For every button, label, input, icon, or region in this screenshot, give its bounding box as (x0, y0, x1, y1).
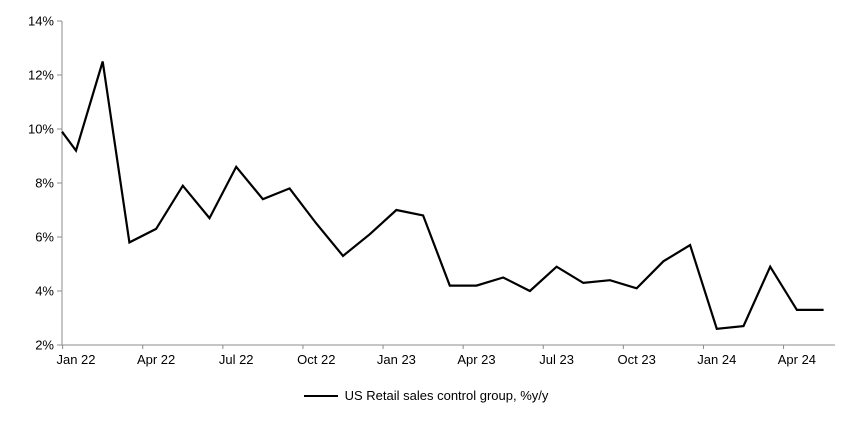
legend-line-sample (303, 394, 338, 397)
x-tick-label: Oct 23 (618, 352, 656, 367)
plot-area: 2% 4% 6% 8% 10% 12% 14% Jan 22 Apr 22 Jul 22 Oct 2… (28, 14, 835, 367)
y-tick-label: 6% (35, 230, 54, 245)
x-tick-label: Oct 22 (297, 352, 335, 367)
data-line (61, 61, 824, 330)
y-tick-label: 10% (28, 122, 54, 137)
y-tick-label: 4% (35, 284, 54, 299)
y-tick-label: 2% (35, 338, 54, 353)
y-tick-label: 14% (28, 14, 54, 29)
x-tick-label: Jul 23 (539, 352, 574, 367)
x-tick-label: Apr 22 (137, 352, 175, 367)
x-tick-label: Apr 23 (457, 352, 495, 367)
chart-svg: 2% 4% 6% 8% 10% 12% 14% Jan 22 Apr 22 Jul 22 Oct 2… (28, 14, 835, 367)
x-tick-label: Jan 24 (697, 352, 736, 367)
x-tick-label: Jan 23 (377, 352, 416, 367)
y-tick-label: 8% (35, 176, 54, 191)
x-tick-label: Jan 22 (56, 352, 95, 367)
x-tick-label: Jul 22 (219, 352, 254, 367)
y-tick-label: 12% (28, 68, 54, 83)
x-tick-label: Apr 24 (778, 352, 816, 367)
legend-label: US Retail sales control group, %y/y (344, 388, 549, 403)
legend: US Retail sales control group, %y/y (0, 388, 852, 403)
